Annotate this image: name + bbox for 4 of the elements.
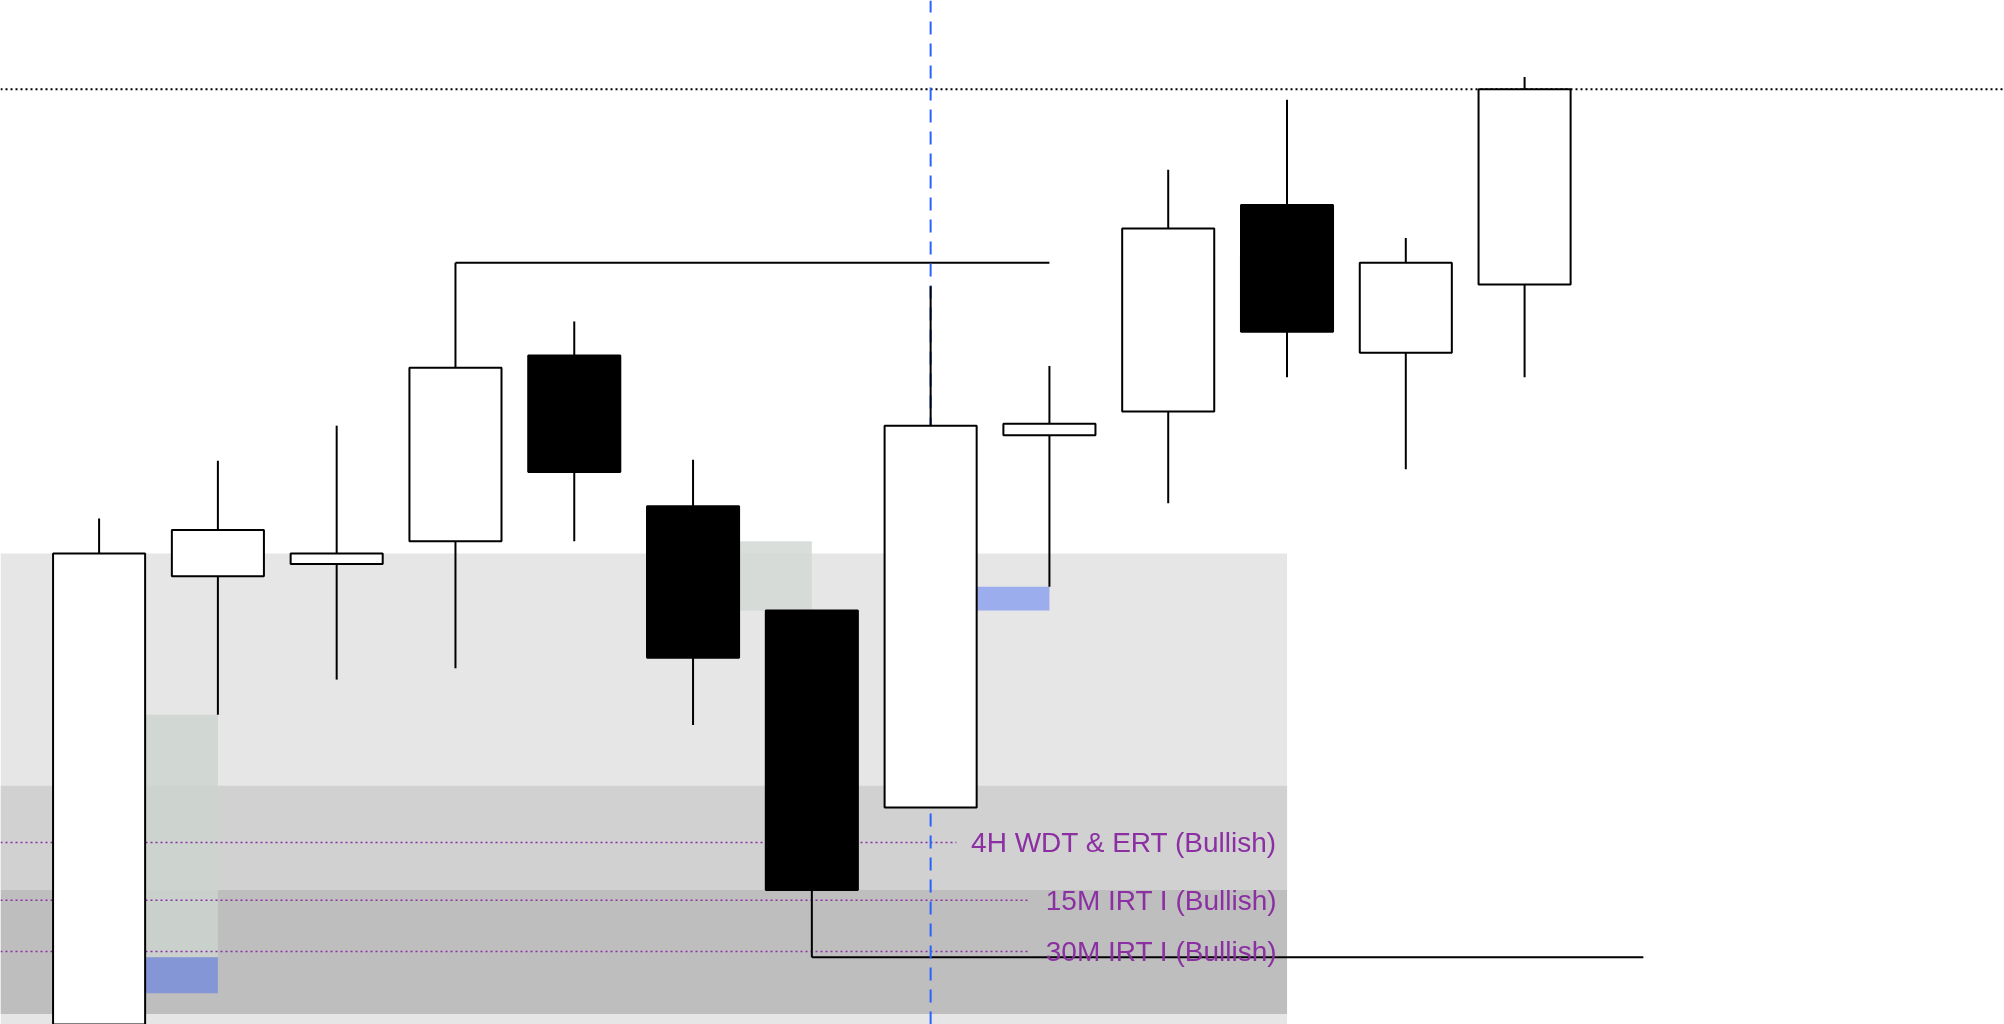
ref-line-label: 4H WDT & ERT (Bullish): [971, 827, 1277, 859]
candlestick: [1002, 364, 1097, 588]
ref-line-label: 15M IRT I (Bullish): [1045, 884, 1277, 916]
candlestick: [289, 424, 384, 681]
